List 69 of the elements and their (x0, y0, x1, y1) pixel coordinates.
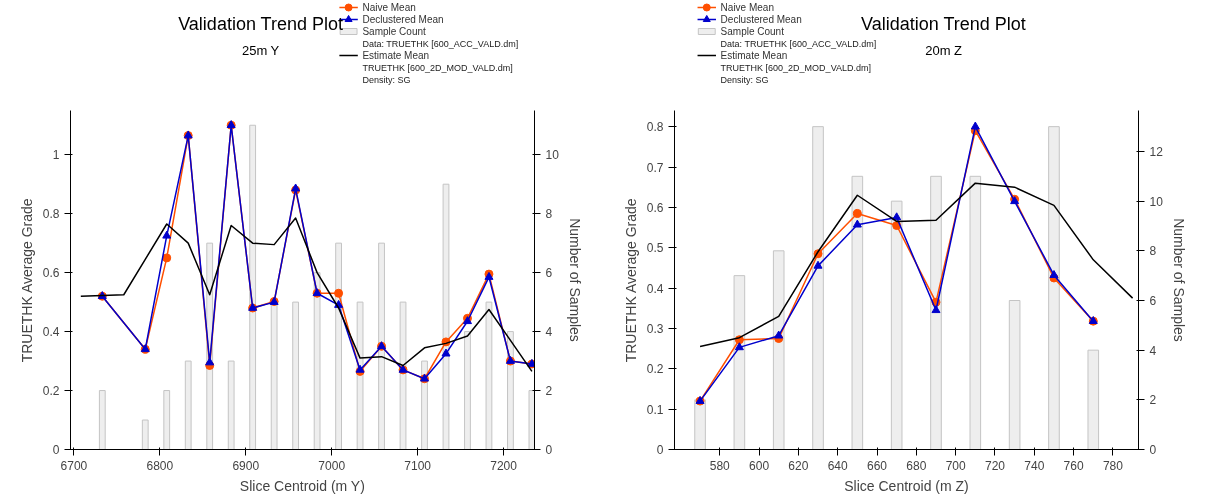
x-tick-label: 6800 (146, 458, 174, 473)
y-tick-label: 0.8 (646, 120, 664, 135)
text: Data: TRUETHK [600_ACC_VALD.dm] (362, 38, 519, 49)
y-tick-label: 0.3 (646, 321, 664, 336)
y-tick-label: 0 (656, 443, 664, 457)
x-tick-label: 640 (827, 458, 849, 473)
x-tick-label: 780 (1102, 458, 1124, 473)
text: TRUETHK [600_2D_MOD_VALD.dm] (720, 62, 871, 73)
legend-label: Declustered Mean (720, 14, 802, 25)
y-tick-label: 0.6 (42, 266, 60, 281)
x-tick-label: 580 (709, 458, 731, 473)
text: Density: SG (720, 74, 769, 85)
y2-axis-title: Number of Samples (566, 218, 583, 342)
y2-tick-label: 6 (1149, 293, 1157, 308)
x-tick-label: 700 (945, 458, 966, 473)
y2-tick-label: 12 (1149, 144, 1164, 159)
legend-label: Naive Mean (362, 2, 416, 13)
y-tick-label: 0.2 (646, 362, 664, 377)
y2-tick-label: 4 (545, 325, 553, 340)
y-tick-label: 0.2 (42, 384, 60, 399)
y-axis-title: TRUETHK Average Grade (622, 198, 639, 363)
chart-title: Validation Trend Plot (861, 13, 1026, 34)
x-tick-label: 6900 (232, 458, 260, 473)
y2-tick-label: 0 (545, 443, 553, 457)
legend-label: Sample Count (720, 26, 785, 37)
text: Data: TRUETHK [600_ACC_VALD.dm] (720, 38, 877, 49)
y2-tick-label: 2 (1149, 393, 1157, 408)
y-axis-title: TRUETHK Average Grade (18, 198, 35, 363)
x-axis-title: Slice Centroid (m Z) (844, 477, 969, 494)
y2-tick-label: 6 (545, 266, 553, 281)
legend-label: Estimate Mean (362, 50, 430, 61)
x-tick-label: 660 (867, 458, 888, 473)
y-tick-label: 0.4 (42, 325, 60, 340)
y-tick-label: 0.8 (42, 207, 60, 222)
x-tick-label: 7000 (318, 458, 346, 473)
legend-label: Naive Mean (720, 2, 774, 13)
x-tick-label: 680 (906, 458, 927, 473)
y-tick-label: 0.6 (646, 200, 664, 215)
x-tick-label: 7100 (404, 458, 432, 473)
y-tick-label: 0.5 (646, 241, 664, 256)
x-tick-label: 7200 (490, 458, 518, 473)
text: TRUETHK [600_2D_MOD_VALD.dm] (362, 62, 513, 73)
y2-tick-label: 2 (545, 384, 553, 399)
y2-tick-label: 8 (545, 207, 553, 222)
y-tick-label: 0.7 (646, 160, 664, 175)
y-tick-label: 0.1 (646, 402, 664, 417)
y2-tick-label: 8 (1149, 244, 1157, 259)
chart-title: Validation Trend Plot (178, 13, 343, 34)
x-tick-label: 740 (1024, 458, 1045, 473)
legend-label: Declustered Mean (362, 14, 444, 25)
x-tick-label: 600 (749, 458, 770, 473)
y-tick-label: 1 (52, 148, 60, 163)
y2-tick-label: 4 (1149, 343, 1157, 358)
y-tick-label: 0.4 (646, 281, 664, 296)
x-tick-label: 620 (788, 458, 809, 473)
y-tick-label: 0 (52, 443, 60, 457)
x-axis-title: Slice Centroid (m Y) (239, 477, 365, 494)
x-tick-label: 720 (984, 458, 1006, 473)
chart-subtitle: 20m Z (925, 42, 963, 58)
y2-tick-label: 10 (1149, 194, 1164, 209)
y2-tick-label: 10 (545, 148, 560, 163)
x-tick-label: 760 (1063, 458, 1084, 473)
legend-label: Sample Count (362, 26, 427, 37)
text: Density: SG (362, 74, 411, 85)
x-tick-label: 6700 (60, 458, 88, 473)
legend-label: Estimate Mean (720, 50, 788, 61)
chart-subtitle: 25m Y (241, 42, 280, 58)
y2-tick-label: 0 (1149, 443, 1157, 457)
y2-axis-title: Number of Samples (1170, 218, 1187, 342)
